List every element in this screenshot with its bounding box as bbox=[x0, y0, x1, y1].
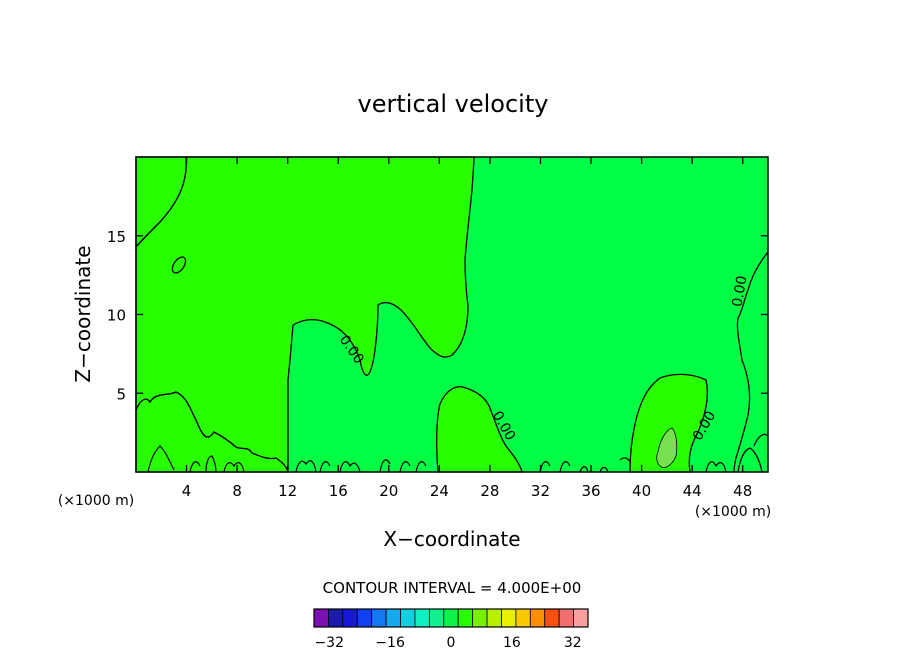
colorbar-swatch bbox=[457, 608, 474, 628]
colorbar: −32 −16 0 16 32 bbox=[313, 608, 589, 651]
contour-label: 0.00 bbox=[729, 275, 750, 308]
colorbar-swatch bbox=[342, 608, 358, 628]
x-unit-left: (×1000 m) bbox=[58, 493, 134, 509]
x-tick-label: 40 bbox=[632, 482, 651, 500]
colorbar-swatch bbox=[385, 608, 401, 628]
x-axis-label: X−coordinate bbox=[383, 527, 520, 551]
colorbar-swatch bbox=[428, 608, 445, 628]
colorbar-tick-label: 16 bbox=[503, 635, 521, 651]
colorbar-tick-label: −32 bbox=[314, 635, 344, 651]
colorbar-swatch bbox=[529, 608, 546, 628]
right-edge-contour bbox=[733, 251, 769, 473]
x-tick-label: 44 bbox=[683, 482, 702, 500]
chart-title: vertical velocity bbox=[358, 90, 549, 118]
colorbar-swatch bbox=[472, 608, 488, 628]
colorbar-swatch bbox=[328, 608, 344, 628]
plot-area: 0.00 0.00 0.00 0.00 bbox=[135, 156, 769, 473]
central-positive-region bbox=[135, 156, 475, 473]
colorbar-swatch bbox=[356, 608, 373, 628]
colorbar-frame bbox=[313, 608, 589, 628]
colorbar-tick-label: 32 bbox=[564, 635, 582, 651]
colorbar-swatch bbox=[443, 608, 459, 628]
colorbar-swatch bbox=[400, 608, 416, 628]
colorbar-swatch bbox=[313, 608, 329, 628]
x-tick-label: 24 bbox=[430, 482, 449, 500]
x-tick-label: 12 bbox=[278, 482, 297, 500]
near-surface-contours bbox=[147, 433, 769, 473]
colorbar-swatch bbox=[573, 608, 589, 628]
colorbar-swatch bbox=[558, 608, 574, 628]
x-tick-label: 8 bbox=[232, 482, 242, 500]
x-unit-right: (×1000 m) bbox=[695, 504, 771, 520]
x-tick-label: 28 bbox=[480, 482, 499, 500]
max-cell-x42 bbox=[656, 427, 678, 468]
y-tick-label: 5 bbox=[116, 385, 126, 403]
colorbar-tick-label: 0 bbox=[447, 635, 456, 651]
colorbar-tick-label: −16 bbox=[375, 635, 405, 651]
y-axis: 5 10 15 bbox=[107, 228, 768, 403]
colorbar-swatch bbox=[414, 608, 430, 628]
positive-lobe-x44 bbox=[629, 373, 708, 473]
colorbar-swatch bbox=[544, 608, 560, 628]
y-axis-label: Z−coordinate bbox=[71, 245, 95, 382]
y-tick-label: 15 bbox=[107, 228, 126, 246]
contour-interval-text: CONTOUR INTERVAL = 4.000E+00 bbox=[323, 579, 582, 597]
colorbar-swatch bbox=[486, 608, 502, 628]
colorbar-swatch bbox=[371, 608, 387, 628]
small-closed-contour bbox=[171, 256, 187, 274]
colorbar-swatch bbox=[501, 608, 517, 628]
x-tick-label: 36 bbox=[581, 482, 600, 500]
x-tick-label: 32 bbox=[531, 482, 550, 500]
y-tick-label: 10 bbox=[107, 307, 126, 325]
x-tick-label: 20 bbox=[379, 482, 398, 500]
x-tick-label: 48 bbox=[733, 482, 752, 500]
x-tick-label: 4 bbox=[182, 482, 192, 500]
colorbar-swatch bbox=[515, 608, 531, 628]
x-axis: 4 8 12 16 20 24 28 32 36 40 44 48 bbox=[182, 157, 752, 500]
x-tick-label: 16 bbox=[329, 482, 348, 500]
positive-lobe-x26 bbox=[436, 386, 523, 473]
